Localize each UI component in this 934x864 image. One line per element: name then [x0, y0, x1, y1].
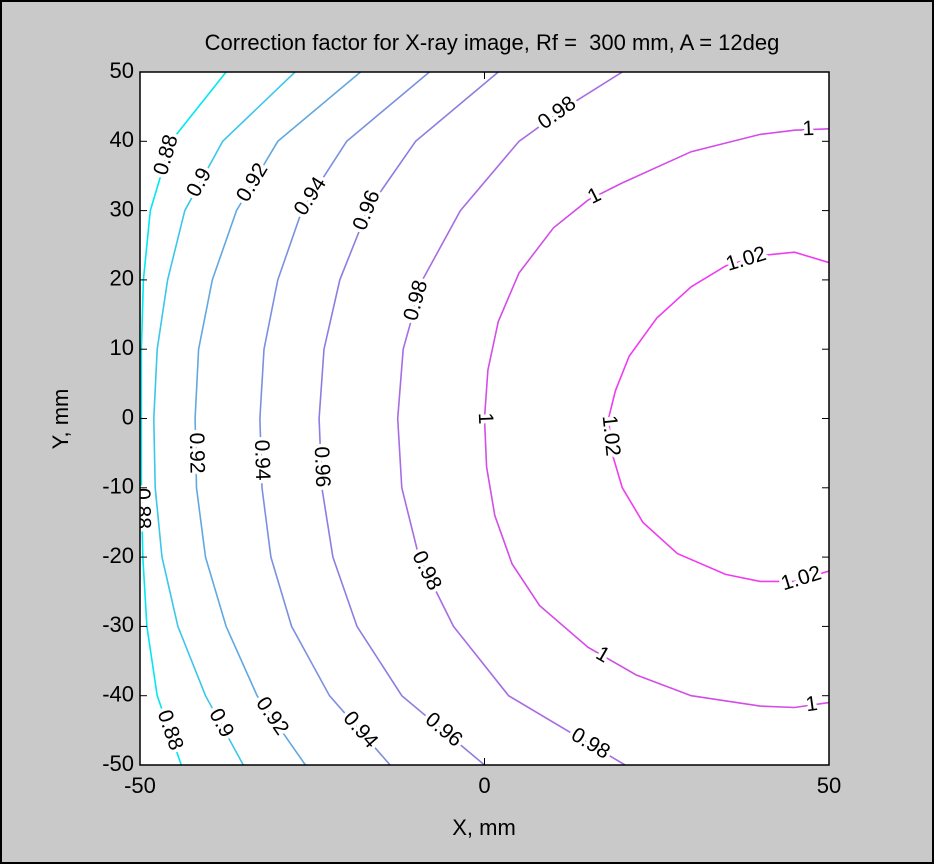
y-tick-label: 20 — [110, 266, 134, 291]
contour-line — [483, 128, 829, 709]
contour-line — [194, 72, 362, 765]
y-tick-label: 10 — [110, 335, 134, 360]
contour-label: 1 — [474, 412, 497, 425]
y-tick-label: -40 — [102, 682, 134, 707]
contour-label: 0.92 — [185, 432, 209, 473]
contour-line — [396, 72, 626, 765]
y-tick-label: -30 — [102, 612, 134, 637]
x-tick-label: 0 — [478, 773, 490, 798]
y-tick-label: -50 — [102, 751, 134, 776]
y-tick-label: 0 — [122, 404, 134, 429]
contour-label: 1.02 — [598, 414, 625, 457]
y-tick-label: 50 — [110, 58, 134, 83]
contour-label: 0.88 — [131, 488, 155, 529]
y-tick-label: -10 — [102, 474, 134, 499]
chart-title: Correction factor for X-ray image, Rf = … — [205, 30, 780, 55]
contour-line — [318, 72, 499, 765]
x-axis-label: X, mm — [452, 815, 516, 840]
y-axis-label: Y, mm — [48, 389, 73, 450]
contour-line — [607, 251, 829, 583]
x-tick-label: 50 — [817, 773, 841, 798]
contour-label: 0.96 — [310, 446, 335, 488]
y-tick-label: 30 — [110, 196, 134, 221]
contour-line — [152, 72, 296, 765]
contour-label: 0.94 — [250, 439, 274, 481]
x-tick-label: -50 — [124, 773, 156, 798]
y-tick-label: -20 — [102, 543, 134, 568]
y-tick-label: 40 — [110, 127, 134, 152]
contour-label: 1 — [802, 117, 815, 140]
contour-line — [259, 72, 430, 765]
